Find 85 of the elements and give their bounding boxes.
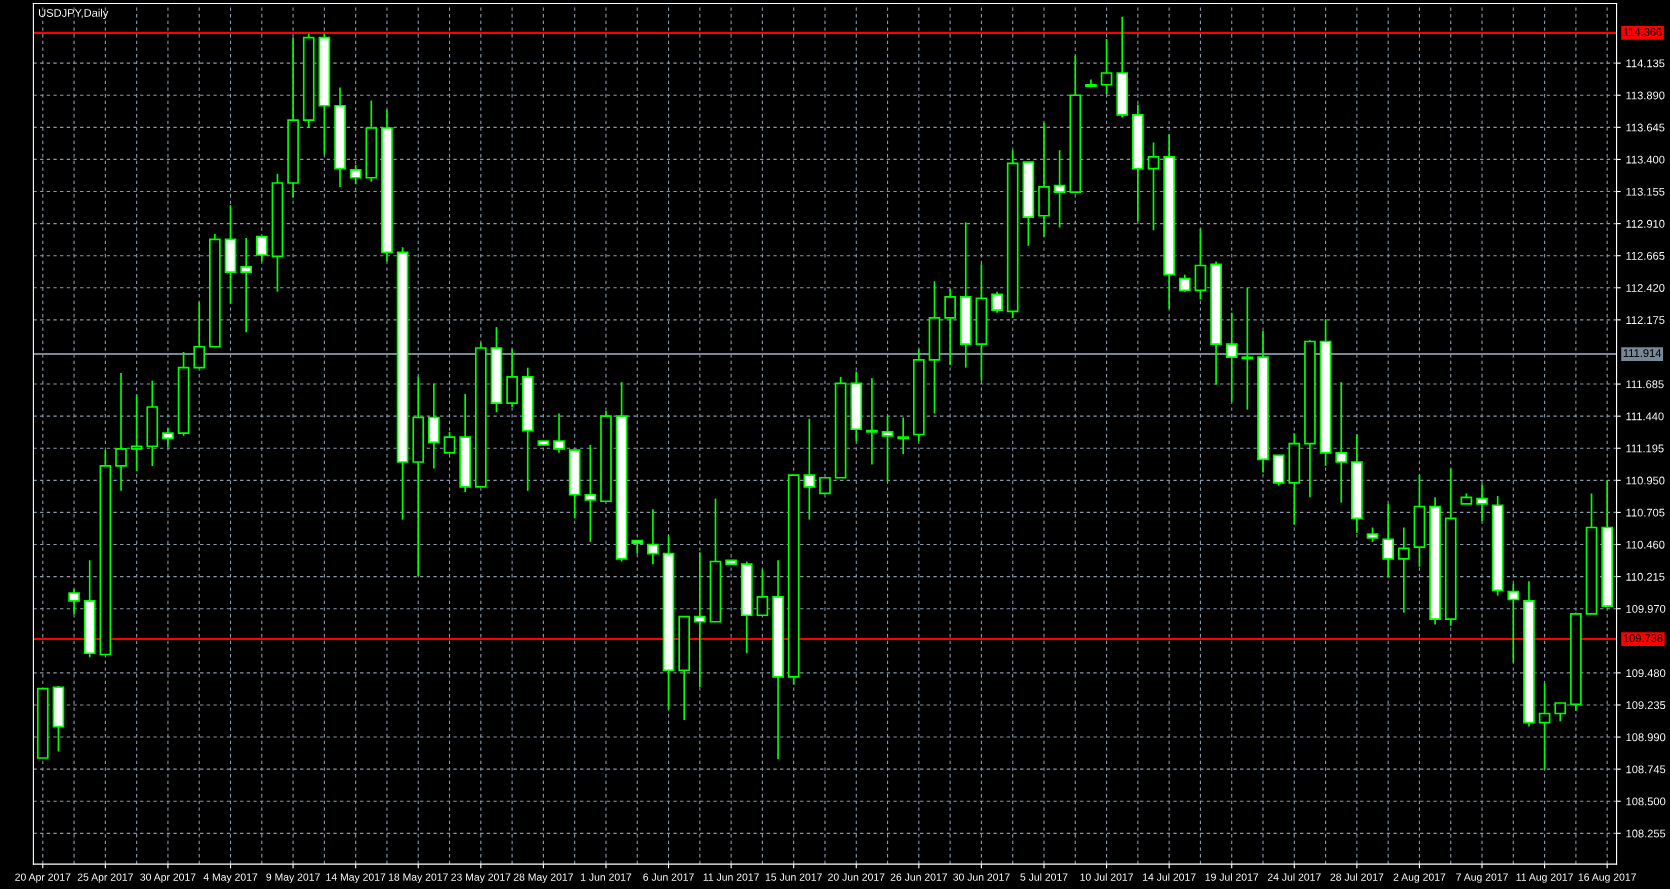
x-tick-label: 30 Jun 2017 [953,873,1010,881]
candlestick [1053,149,1066,229]
candlestick [631,539,644,555]
candlestick [68,588,80,615]
y-tick-label: 112.175 [1626,316,1665,325]
x-tick-label: 14 May 2017 [326,873,386,883]
candlestick [443,431,456,454]
y-tick-label: 110.215 [1626,572,1665,581]
y-tick-label: 108.745 [1626,765,1666,774]
candlestick [647,508,659,565]
candlestick [756,568,769,617]
x-tick-label: 23 May 2017 [451,873,511,883]
candlestick [866,377,878,466]
x-tick-label: 20 Jun 2017 [828,873,885,881]
candlestick [349,163,362,186]
candlestick [1476,483,1488,522]
y-tick-label: 111.440 [1626,412,1664,421]
candlestick [162,427,174,449]
candlestick [553,412,565,454]
x-tick-label: 14 Jul 2017 [1143,873,1196,881]
x-tick-label: 28 Jul 2017 [1330,873,1384,881]
candlestick [240,237,252,334]
x-tick-label: 6 Jun 2017 [643,873,694,881]
candlestick [1554,702,1567,723]
y-tick-label: 111.685 [1626,380,1664,389]
candlestick [1507,582,1520,664]
candlestick [1147,141,1160,231]
x-tick-label: 19 Jul 2017 [1205,873,1259,881]
chart-title: USDJPY,Daily [39,8,109,20]
y-tick-label: 111.195 [1626,444,1664,453]
x-tick-label: 2 Aug 2017 [1393,873,1446,883]
x-tick-label: 25 Apr 2017 [77,873,133,883]
y-tick-label: 110.460 [1626,540,1665,549]
candlestick [193,301,206,369]
candlestick [1225,311,1238,403]
candlestick [1335,381,1348,504]
y-tick-label: 112.665 [1626,251,1665,260]
x-tick-label: 11 Aug 2017 [1516,873,1573,883]
ref-line-label: 114.366 [1623,28,1662,36]
y-tick-label: 110.705 [1626,508,1665,517]
y-tick-label: 112.420 [1626,284,1665,292]
x-tick-label: 7 Aug 2017 [1456,873,1508,883]
y-tick-label: 113.400 [1626,155,1665,164]
y-tick-label: 108.990 [1626,733,1666,742]
candlestick [693,551,706,689]
candlestick [944,288,956,366]
x-tick-label: 1 Jun 2017 [580,873,632,881]
candlestick [1100,38,1113,95]
ref-line-label: 109.738 [1623,634,1663,643]
x-tick-label: 11 Jun 2017 [703,873,759,881]
x-tick-label: 26 Jun 2017 [890,873,947,881]
x-tick-label: 24 Jul 2017 [1267,873,1321,881]
candlestick [1382,503,1395,579]
candlestick [1241,286,1254,411]
y-tick-label: 110.950 [1626,476,1665,485]
y-tick-label: 109.970 [1626,604,1666,613]
x-tick-label: 16 Aug 2017 [1578,873,1636,883]
y-tick-label: 108.500 [1626,797,1666,806]
y-tick-label: 109.235 [1626,701,1666,710]
x-tick-label: 20 Apr 2017 [15,873,71,883]
x-tick-label: 15 Jun 2017 [765,873,822,881]
candlestick [255,235,268,263]
candlestick [881,415,894,483]
x-tick-label: 4 May 2017 [203,873,258,883]
y-tick-label: 109.480 [1626,669,1666,678]
x-tick-label: 10 Jul 2017 [1080,873,1133,881]
y-tick-label: 108.255 [1626,829,1666,838]
x-tick-label: 30 Apr 2017 [140,873,196,883]
y-tick-label: 113.155 [1626,187,1665,196]
candlestick [130,394,143,472]
y-tick-label: 114.135 [1626,59,1665,68]
candlestick [584,444,597,543]
candlestick [115,372,127,492]
candlestick [897,416,910,455]
candlestick [803,417,816,521]
candlestick [1397,526,1410,614]
y-tick-label: 112.910 [1626,219,1665,228]
x-tick-label: 5 Jul 2017 [1020,873,1068,881]
y-tick-label: 113.890 [1626,91,1665,100]
x-tick-label: 28 May 2017 [513,873,573,883]
ref-line-label: 111.914 [1623,349,1662,358]
candlestick [991,290,1003,314]
y-tick-label: 113.645 [1626,123,1665,132]
x-tick-label: 9 May 2017 [266,873,320,883]
x-tick-label: 18 May 2017 [388,873,448,883]
